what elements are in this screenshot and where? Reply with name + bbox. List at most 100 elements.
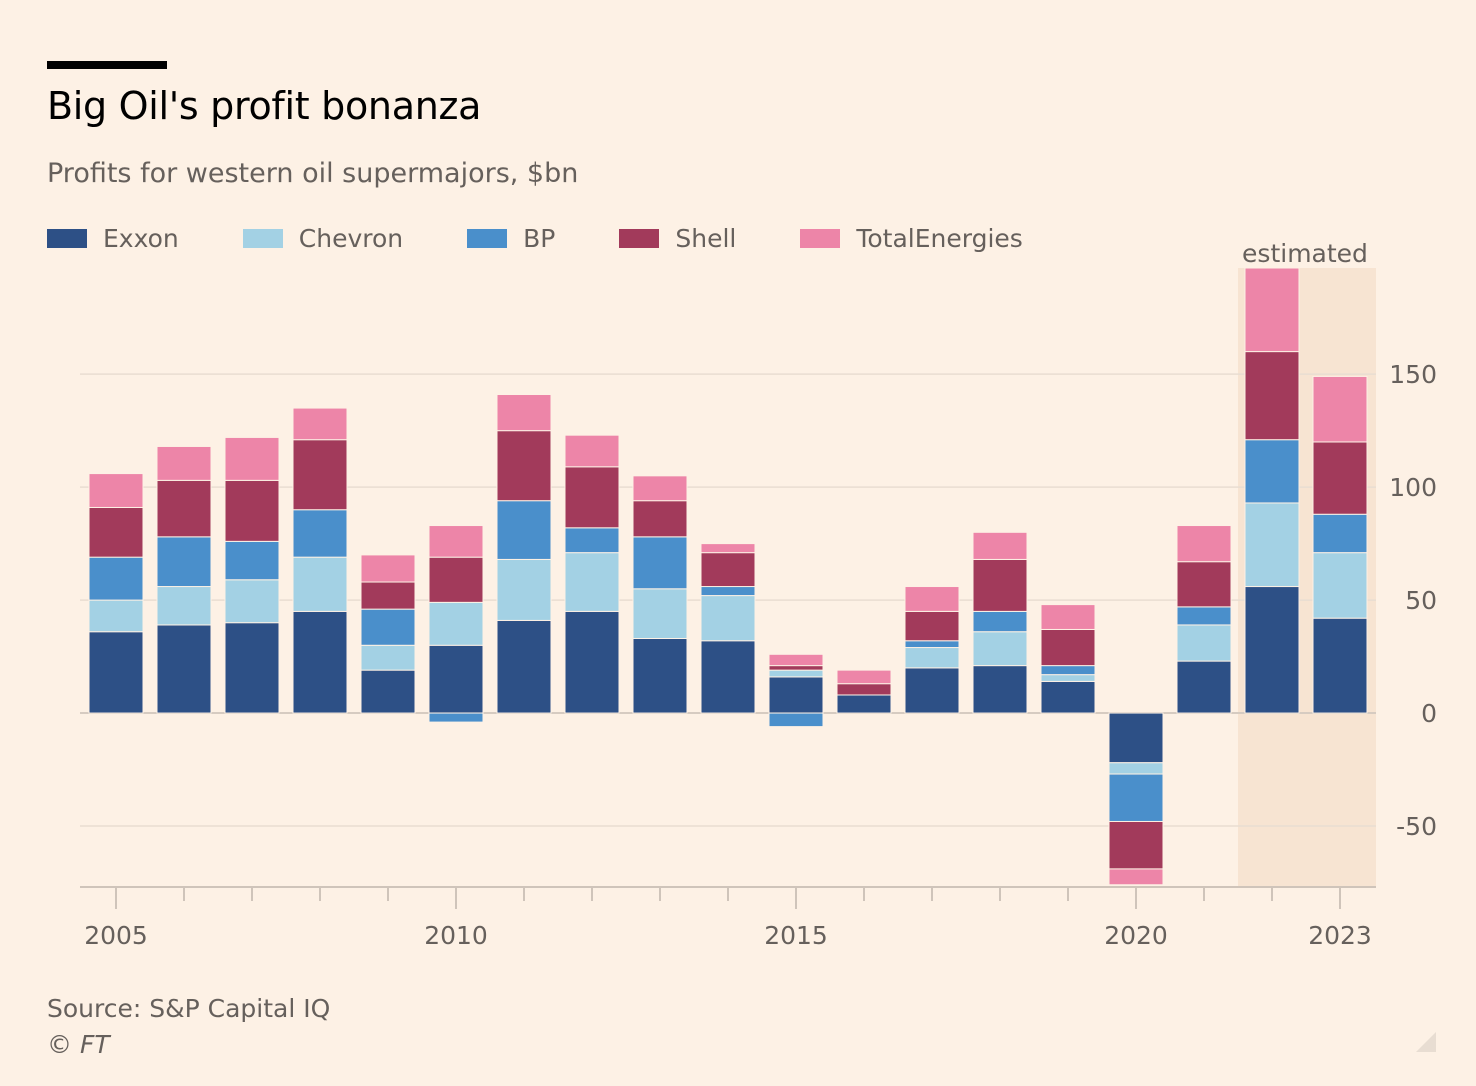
bar-segment-totalenergies: [564, 434, 620, 468]
bar-segment-chevron: [972, 631, 1028, 667]
bar-segment-totalenergies: [428, 525, 484, 558]
y-tick-label: 100: [1389, 473, 1437, 502]
bar-segment-chevron: [88, 599, 144, 633]
bar-segment-shell: [904, 610, 960, 642]
bar-segment-exxon: [88, 631, 144, 714]
bar-segment-totalenergies: [224, 436, 280, 481]
bar-segment-bp: [1176, 606, 1232, 626]
y-tick-label: -50: [1396, 812, 1437, 841]
resize-handle-icon: [1416, 1032, 1436, 1052]
bar-segment-chevron: [292, 556, 348, 612]
legend-item-chevron: Chevron: [242, 223, 404, 253]
bar-segment-shell: [1312, 441, 1368, 515]
bar-segment-shell: [632, 500, 688, 538]
bar-segment-bp: [1312, 513, 1368, 554]
bar-segment-bp: [360, 608, 416, 646]
bar-segment-exxon: [564, 610, 620, 714]
bar-segment-bp: [1244, 439, 1300, 504]
bar-segment-chevron: [700, 595, 756, 642]
bar-segment-totalenergies: [904, 586, 960, 612]
legend: Exxon Chevron BP Shell TotalEnergies: [47, 221, 1087, 255]
bar-segment-totalenergies: [632, 475, 688, 502]
bar-segment-totalenergies: [1108, 868, 1164, 886]
bar-segment-shell: [1108, 820, 1164, 870]
legend-swatch-chevron: [242, 228, 283, 248]
bar-segment-chevron: [1176, 624, 1232, 662]
bar-segment-totalenergies: [1244, 267, 1300, 353]
bar-segment-bp: [1040, 665, 1096, 676]
bar-segment-exxon: [836, 694, 892, 714]
bar-segment-chevron: [428, 601, 484, 646]
bar-segment-exxon: [972, 665, 1028, 714]
bar-segment-chevron: [1312, 552, 1368, 619]
legend-item-bp: BP: [467, 224, 555, 253]
bar-segment-exxon: [768, 676, 824, 714]
bar-segment-exxon: [156, 624, 212, 714]
bar-segment-chevron: [1244, 502, 1300, 588]
bar-segment-exxon: [224, 622, 280, 714]
legend-label-chevron: Chevron: [298, 223, 404, 253]
bar-segment-shell: [428, 556, 484, 603]
chart-subtitle: Profits for western oil supermajors, $bn: [47, 158, 579, 189]
bar-segment-chevron: [632, 588, 688, 639]
bar-segment-totalenergies: [156, 445, 212, 481]
bar-segment-chevron: [156, 586, 212, 626]
bar-segment-totalenergies: [496, 394, 552, 432]
bar-segment-chevron: [904, 647, 960, 669]
bar-segment-exxon: [1040, 680, 1096, 714]
bar-segment-bp: [88, 556, 144, 601]
y-tick-label: 50: [1405, 586, 1437, 615]
bar-segment-bp: [700, 586, 756, 597]
bar-segment-exxon: [496, 619, 552, 714]
bar-segment-shell: [700, 552, 756, 588]
bar-segment-totalenergies: [292, 407, 348, 441]
legend-swatch-bp: [467, 228, 508, 248]
bar-segment-bp: [156, 536, 212, 588]
legend-item-totalenergies: TotalEnergies: [800, 224, 1023, 253]
legend-swatch-shell: [619, 228, 660, 248]
legend-item-shell: Shell: [619, 224, 736, 253]
bar-segment-exxon: [428, 644, 484, 714]
copyright-note: © FT: [47, 1030, 110, 1059]
bar-segment-chevron: [224, 579, 280, 624]
bar-segment-chevron: [768, 669, 824, 678]
bar-segment-bp: [224, 540, 280, 581]
bar-segment-shell: [360, 581, 416, 610]
bar-segment-exxon: [632, 637, 688, 714]
bar-segment-chevron: [1108, 762, 1164, 775]
source-note: Source: S&P Capital IQ: [47, 994, 331, 1023]
bar-segment-chevron: [564, 552, 620, 612]
x-tick-label: 2020: [1104, 921, 1168, 950]
bar-segment-chevron: [496, 558, 552, 621]
bar-segment-totalenergies: [88, 473, 144, 508]
bar-segment-totalenergies: [768, 653, 824, 667]
bar-segment-totalenergies: [1312, 375, 1368, 443]
bar-segment-totalenergies: [836, 669, 892, 685]
bar-segment-bp: [496, 500, 552, 560]
bar-segment-bp: [292, 509, 348, 558]
x-tick-label: 2005: [84, 921, 148, 950]
bar-segment-shell: [156, 479, 212, 538]
bar-segment-shell: [1244, 351, 1300, 441]
legend-label-exxon: Exxon: [103, 223, 179, 253]
bar-segment-exxon: [904, 667, 960, 714]
legend-label-bp: BP: [523, 223, 556, 253]
bar-segment-exxon: [700, 640, 756, 714]
y-tick-label: 0: [1421, 699, 1437, 728]
estimated-label: estimated: [1242, 239, 1368, 268]
bar-segment-bp: [768, 712, 824, 728]
bar-segment-exxon: [1176, 660, 1232, 714]
bar-segment-shell: [768, 665, 824, 671]
bar-segment-exxon: [1108, 712, 1164, 764]
bar-segment-chevron: [1040, 674, 1096, 682]
bar-segment-bp: [1108, 773, 1164, 822]
bar-segment-totalenergies: [1176, 525, 1232, 563]
legend-swatch-totalenergies: [800, 228, 841, 248]
bar-segment-totalenergies: [700, 543, 756, 554]
bar-segment-shell: [224, 479, 280, 542]
bar-segment-bp: [632, 536, 688, 590]
legend-item-exxon: Exxon: [47, 224, 179, 253]
legend-label-shell: Shell: [675, 223, 737, 253]
bar-segment-bp: [428, 712, 484, 723]
